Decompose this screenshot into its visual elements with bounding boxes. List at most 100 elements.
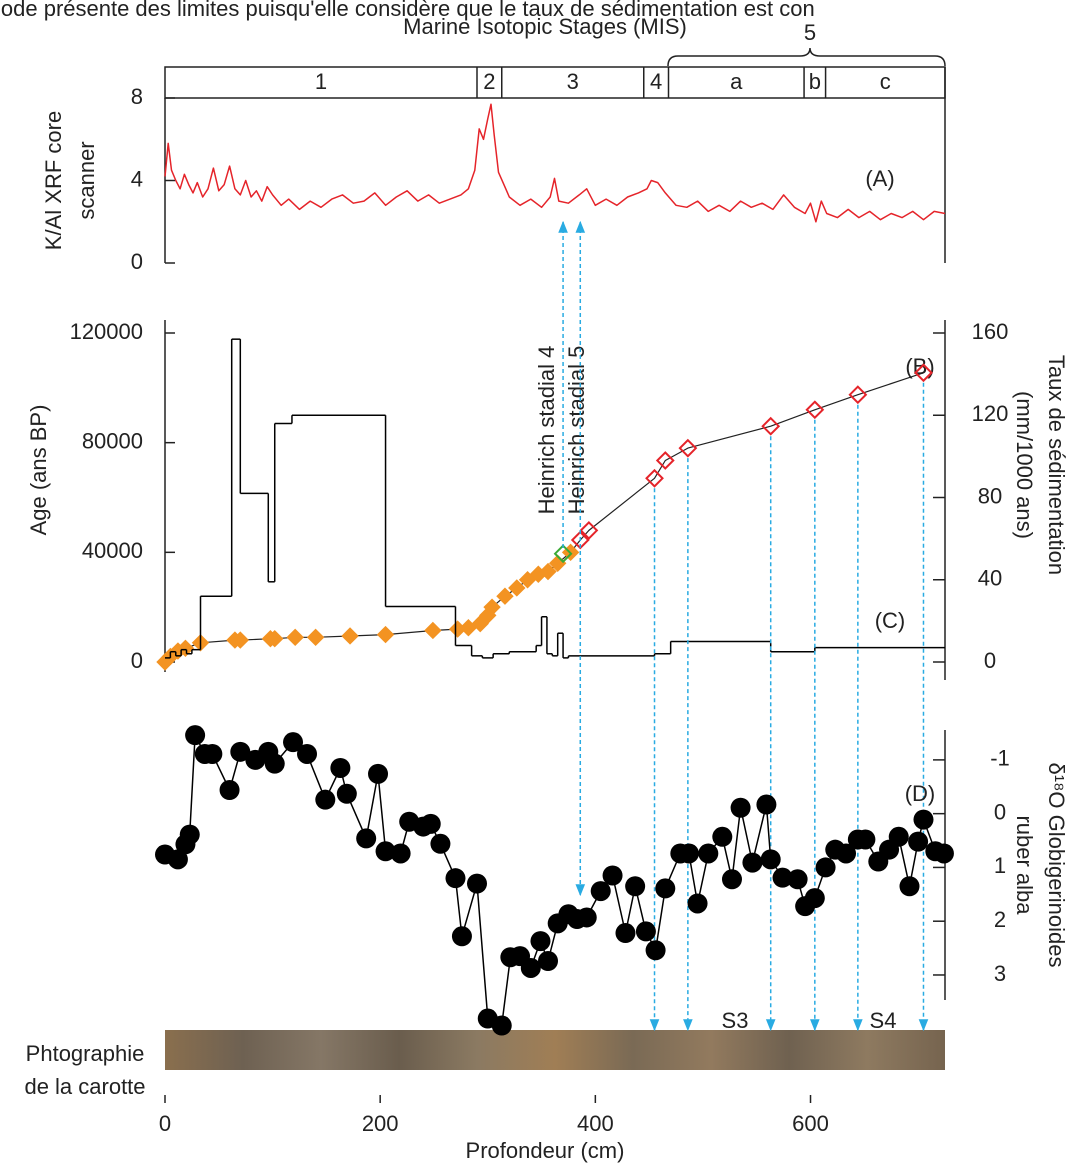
- age-point: [483, 598, 501, 616]
- age-point: [341, 627, 359, 645]
- mis-title: Marine Isotopic Stages (MIS): [403, 14, 687, 39]
- age-point: [496, 587, 514, 605]
- y-tick-label: 8: [131, 84, 143, 109]
- annotation: Heinrich stadial 5: [564, 346, 589, 515]
- mis-stage-label: 3: [567, 69, 579, 94]
- d18o-point: [219, 779, 240, 800]
- age-point: [848, 385, 868, 405]
- y-tick-label: 0: [131, 648, 143, 673]
- d18o-point: [538, 950, 559, 971]
- age-point: [306, 628, 325, 647]
- y-axis-label: ruber alba: [1012, 815, 1037, 915]
- mis-brace: [667, 47, 946, 67]
- y2-axis-label: Taux de sédimentation: [1044, 355, 1069, 575]
- d18o-point: [742, 852, 763, 873]
- d18o-point: [899, 876, 920, 897]
- d18o-point: [730, 797, 751, 818]
- d18o-point: [520, 957, 541, 978]
- core-label: de la carotte: [24, 1074, 145, 1099]
- y2-axis-label: (mm/1000 ans): [1012, 391, 1037, 539]
- d18o-point: [167, 849, 188, 870]
- y2-tick-label: 0: [984, 648, 996, 673]
- d18o-point: [721, 869, 742, 890]
- y-tick-label: 40000: [82, 538, 143, 563]
- age-point: [914, 363, 933, 383]
- y-axis-label: δ¹⁸O Globigerinoides: [1044, 763, 1069, 968]
- d18o-point: [913, 809, 934, 830]
- mis-box: [164, 66, 946, 99]
- y-tick-label: 3: [994, 961, 1006, 986]
- y-axis-label: K/Al XRF core: [41, 111, 66, 250]
- d18o-point: [772, 867, 793, 888]
- annotation: Heinrich stadial 4: [534, 346, 559, 515]
- d18o-point: [368, 763, 389, 784]
- d18o-point: [888, 826, 909, 847]
- d18o-point: [687, 893, 708, 914]
- d18o-point: [635, 921, 656, 942]
- x-tick-label: 400: [577, 1111, 614, 1136]
- d18o-point: [615, 923, 636, 944]
- mis-group-label: 5: [804, 20, 816, 45]
- y2-tick-label: 160: [972, 319, 1009, 344]
- age-point: [508, 579, 526, 597]
- d18o-point: [576, 907, 597, 928]
- x-axis-label: Profondeur (cm): [466, 1138, 625, 1163]
- d18o-point: [602, 865, 623, 886]
- d18o-point: [815, 857, 836, 878]
- annotation: (A): [865, 166, 894, 191]
- d18o-point: [375, 841, 396, 862]
- d18o-point: [390, 843, 411, 864]
- d18o-point: [336, 783, 357, 804]
- age-point: [424, 621, 442, 640]
- d18o-point: [698, 843, 719, 864]
- d18o-point: [230, 741, 251, 762]
- age-point: [645, 468, 664, 488]
- d18o-point: [712, 826, 733, 847]
- y-tick-label: 4: [131, 166, 143, 191]
- y2-tick-label: 120: [972, 401, 1009, 426]
- y-tick-label: -1: [990, 746, 1010, 771]
- y-tick-label: 80000: [82, 428, 143, 453]
- d18o-point: [330, 757, 351, 778]
- age-point: [655, 451, 675, 470]
- mis-stage-label: 2: [483, 69, 495, 94]
- x-tick-label: 600: [792, 1111, 829, 1136]
- d18o-point: [491, 1015, 512, 1036]
- d18o-point: [283, 732, 304, 753]
- x-tick-label: 200: [362, 1111, 399, 1136]
- d18o-point: [451, 926, 472, 947]
- d18o-point: [756, 794, 777, 815]
- k-al-line: [164, 103, 946, 223]
- y-axis-label: scanner: [74, 141, 99, 219]
- y2-tick-label: 80: [978, 483, 1002, 508]
- d18o-point: [645, 940, 666, 961]
- y-axis-label: Age (ans BP): [26, 405, 51, 536]
- x-tick-label: 0: [159, 1111, 171, 1136]
- d18o-point: [420, 813, 441, 834]
- d18o-point: [590, 881, 611, 902]
- d18o-point: [356, 828, 377, 849]
- annotation: S3: [722, 1008, 749, 1033]
- d18o-point: [855, 829, 876, 850]
- d18o-point: [430, 833, 451, 854]
- d18o-point: [908, 831, 929, 852]
- age-point: [376, 625, 395, 644]
- d18o-point: [179, 824, 200, 845]
- core-label: Phtographie: [26, 1041, 145, 1066]
- d18o-point: [804, 888, 825, 909]
- age-point: [286, 628, 304, 647]
- y-tick-label: 2: [994, 907, 1006, 932]
- age-point: [761, 416, 781, 436]
- d18o-point: [678, 843, 699, 864]
- age-point: [678, 438, 698, 458]
- y-tick-label: 120000: [70, 319, 143, 344]
- y-tick-label: 0: [131, 249, 143, 274]
- d18o-point: [264, 753, 285, 774]
- age-point: [231, 631, 250, 649]
- d18o-point: [836, 843, 857, 864]
- d18o-point: [625, 876, 646, 897]
- annotation: S4: [870, 1008, 897, 1033]
- d18o-point: [787, 869, 808, 890]
- d18o-point: [655, 878, 676, 899]
